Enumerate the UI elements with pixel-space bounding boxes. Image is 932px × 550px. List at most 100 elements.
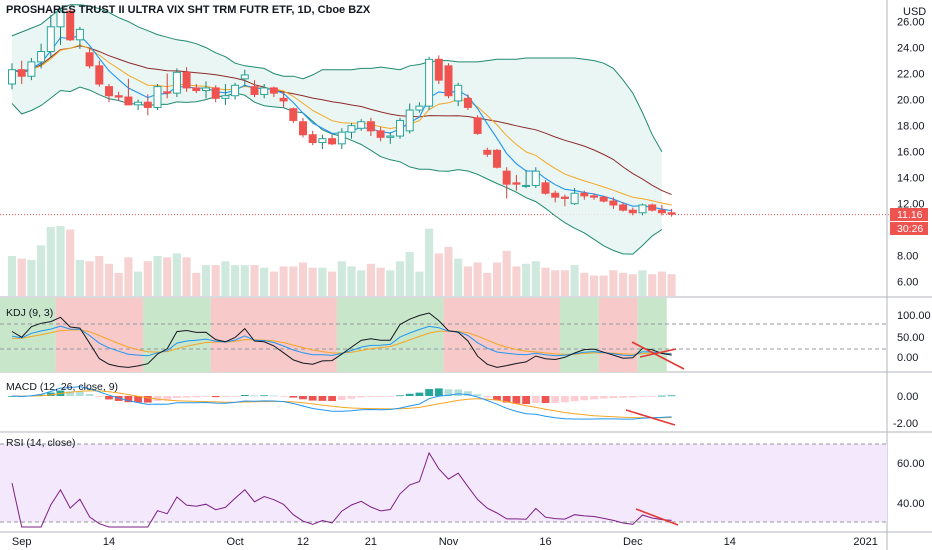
volume-bar (454, 258, 463, 296)
volume-bar (37, 245, 46, 296)
kdj-arrow-up[interactable] (639, 348, 677, 358)
candle-body (66, 10, 75, 41)
candle-body (85, 52, 94, 67)
candle-body (56, 10, 65, 28)
bollinger-fill (12, 4, 662, 255)
candle-body (648, 204, 657, 211)
candle-body (105, 86, 113, 97)
candle-body (570, 192, 579, 205)
volume-bar (463, 266, 472, 296)
macd-histogram-bar (328, 396, 336, 401)
candle-body (560, 196, 569, 199)
macd-histogram-bar (541, 396, 550, 404)
kdj-zone (443, 298, 561, 372)
volume-bar (492, 262, 502, 296)
time-tick-label: Nov (439, 536, 459, 548)
candle-body (551, 192, 560, 198)
macd-histogram-bar (551, 396, 560, 403)
macd-histogram-bar (211, 396, 220, 398)
candle-body (75, 28, 84, 41)
time-tick-label: Sep (12, 536, 32, 548)
macd-label[interactable]: MACD (12, 26, close, 9) (6, 381, 118, 393)
macd-histogram-bar (658, 395, 666, 397)
candle-body (463, 97, 472, 108)
volume-bar (522, 263, 531, 296)
macd-histogram-bar (609, 396, 618, 399)
macd-histogram-bar (250, 395, 259, 397)
volume-bar (657, 271, 666, 296)
candle-body (347, 125, 356, 133)
kdj-arrow-down[interactable] (631, 341, 685, 370)
volume-bar (46, 227, 55, 296)
candle-body (95, 65, 104, 85)
macd-tick-neg2: -2.00 (893, 418, 918, 430)
volume-bar (269, 271, 278, 296)
candle-body (134, 101, 143, 106)
macd-histogram-bar (405, 393, 414, 396)
price-tick-label: 22.00 (897, 69, 925, 81)
volume-bar (425, 228, 434, 296)
volume-bar (551, 270, 560, 296)
volume-bar (27, 259, 36, 296)
macd-histogram-bar (464, 391, 472, 396)
candle-body (667, 212, 676, 215)
volume-bar (172, 253, 181, 296)
chart-title: PROSHARES TRUST II ULTRA VIX SHT TRM FUT… (6, 4, 371, 16)
macd-arrow[interactable] (625, 409, 676, 426)
macd-histogram-bar (619, 396, 627, 398)
volume-bar (357, 270, 366, 296)
volume-bar (366, 263, 375, 296)
price-axis[interactable]: 26.00 24.00 22.00 20.00 18.00 16.00 14.00 12.00… (897, 17, 925, 289)
kdj-tick-100: 100.00 (897, 310, 931, 322)
candle-body (531, 170, 540, 186)
macd-histogram-bar (163, 396, 172, 401)
macd-histogram-bar (134, 396, 142, 403)
price-tick-label: 14.00 (897, 173, 925, 185)
macd-histogram-bar (396, 395, 404, 397)
kdj-zone (598, 298, 638, 372)
macd-histogram-bar (561, 396, 569, 403)
price-tick-label: 26.00 (897, 17, 925, 29)
drawn-trend-arrows[interactable] (625, 341, 685, 526)
candle-body (590, 195, 598, 198)
volume-bar (134, 271, 143, 296)
volume-bar (395, 261, 405, 296)
macd-histogram-bar (386, 396, 395, 397)
volume-bar (541, 267, 550, 296)
volume-bar (667, 274, 676, 296)
candle-body (512, 182, 521, 185)
macd-histogram-bar (260, 395, 269, 397)
candlesticks (8, 8, 676, 217)
candle-body (250, 86, 259, 95)
volume-bar (570, 265, 579, 296)
macd-histogram-bar (638, 396, 647, 397)
candle-body (483, 149, 492, 155)
price-tick-label: 8.00 (897, 251, 918, 263)
price-tick-label: 16.00 (897, 147, 925, 159)
macd-indicator (8, 386, 676, 420)
kdj-k-line (11, 325, 672, 357)
macd-histogram-bar (454, 389, 463, 396)
candle-body (202, 87, 210, 92)
macd-histogram-bar (347, 396, 356, 399)
volume-bar (75, 259, 84, 296)
price-badge (890, 208, 928, 221)
time-axis[interactable]: Sep 14 Oct 12 21 Nov 16 Dec 14 2021 (12, 536, 878, 548)
time-tick-label: 14 (103, 536, 115, 548)
candle-body (289, 108, 298, 121)
volume-bar (376, 267, 385, 296)
rsi-label[interactable]: RSI (14, close) (6, 437, 75, 449)
candle-body (279, 97, 288, 102)
volume-bar (580, 272, 589, 296)
rsi-arrow[interactable] (635, 508, 679, 526)
kdj-label[interactable]: KDJ (9, 3) (6, 307, 53, 319)
macd-histogram-bar (192, 396, 201, 398)
macd-histogram-bar (308, 396, 317, 401)
volume-bar (7, 256, 17, 296)
kdj-tick-0: 0.00 (897, 352, 918, 364)
macd-histogram-bar (483, 396, 492, 398)
volume-bar (628, 274, 637, 296)
volume-bar (308, 267, 317, 296)
macd-line (11, 386, 672, 420)
